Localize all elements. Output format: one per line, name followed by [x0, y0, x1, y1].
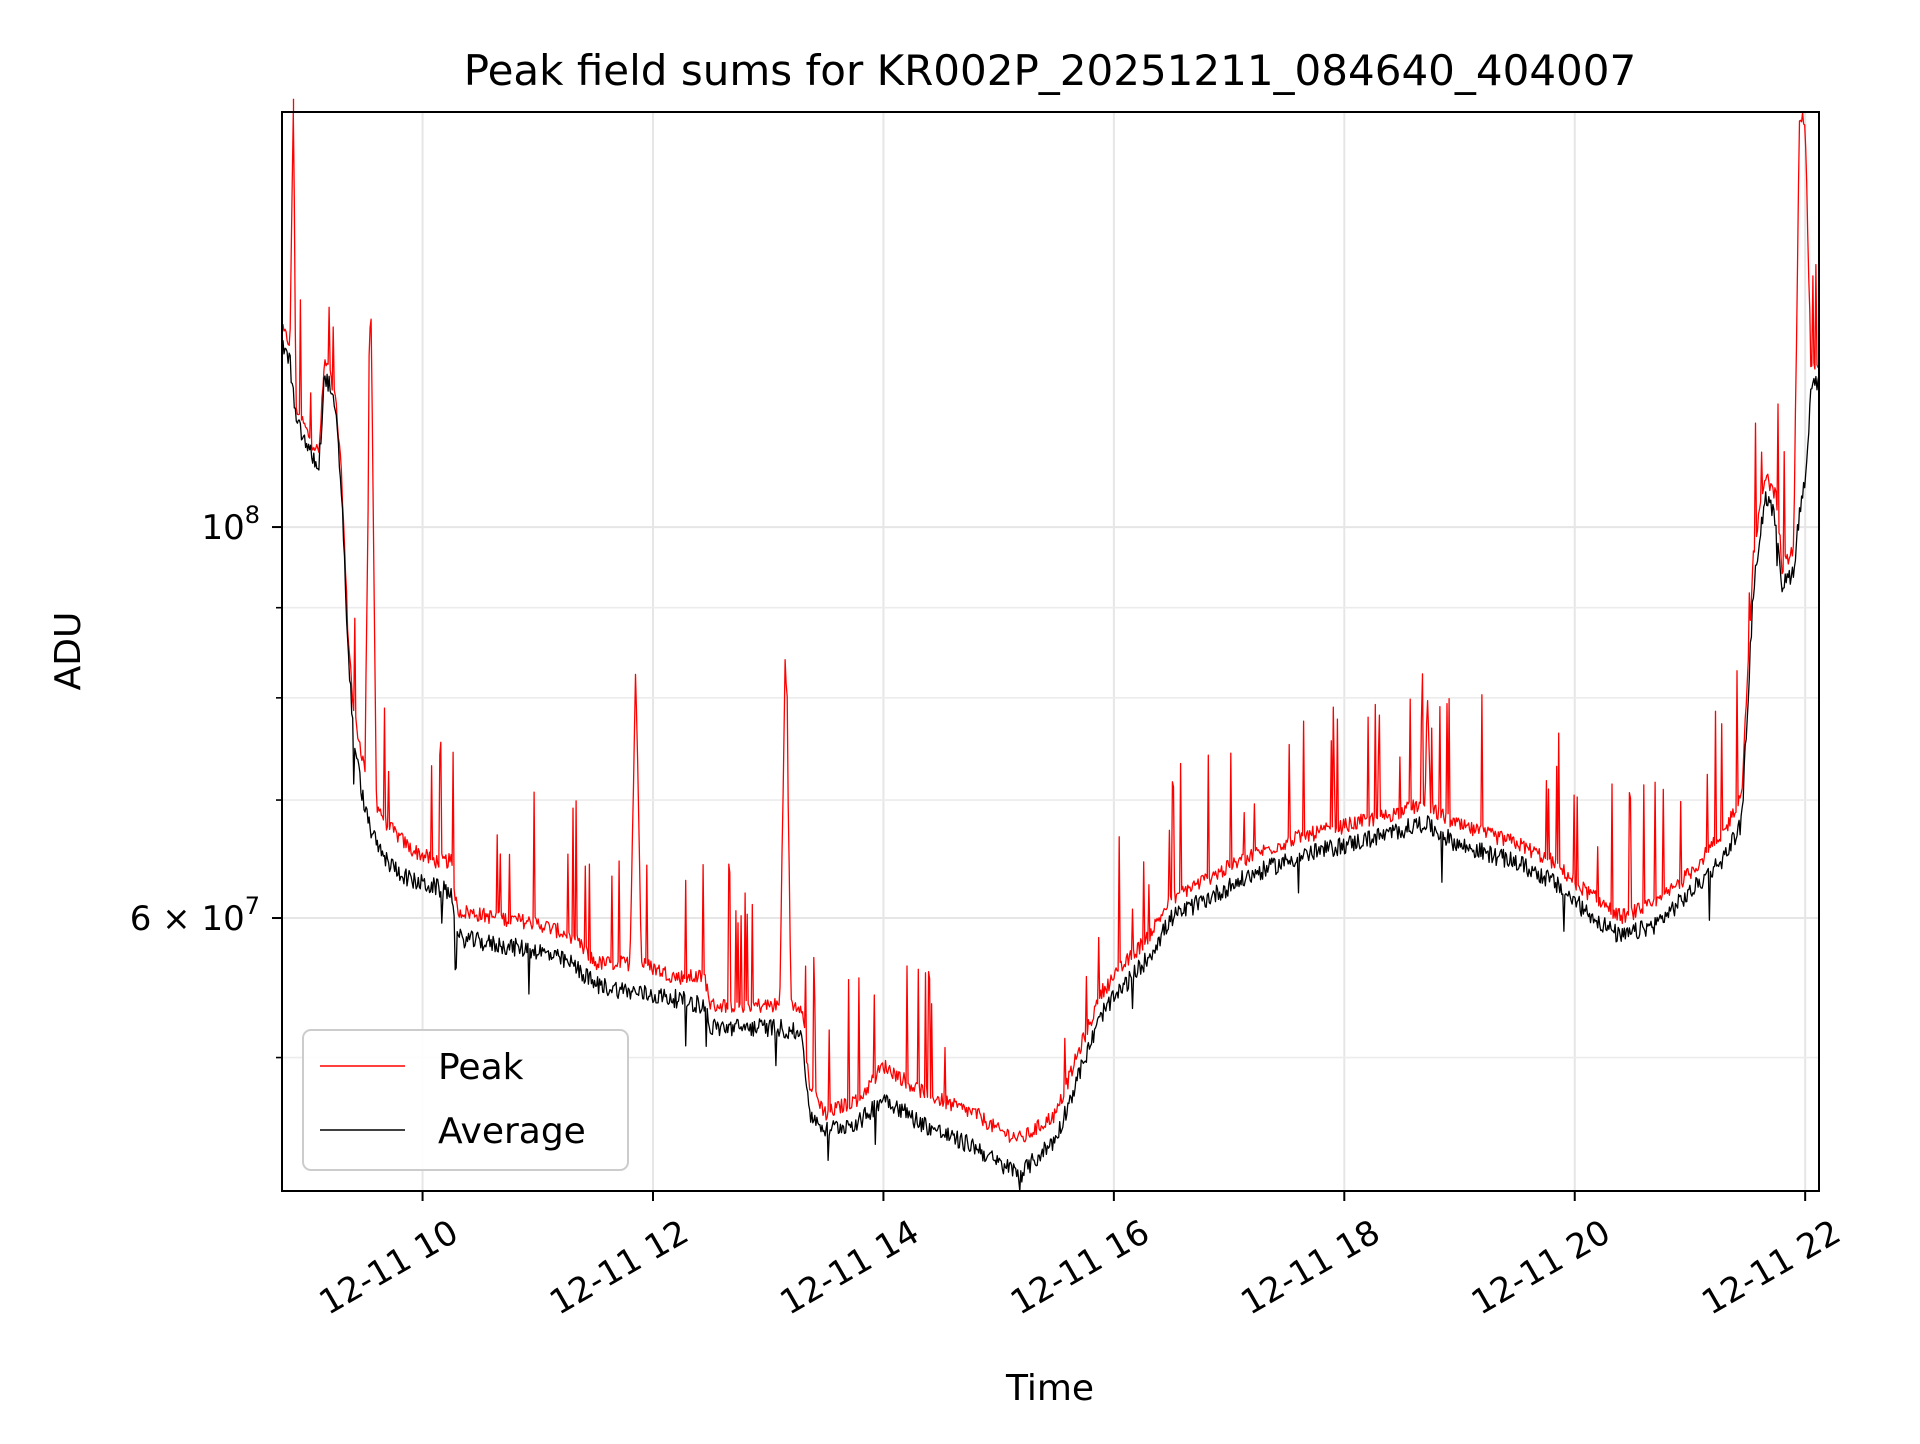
y-axis-label: ADU [48, 612, 89, 691]
y-tick-label-exponent: 7 [245, 892, 260, 920]
legend-label-average: Average [438, 1111, 586, 1152]
x-axis-label: Time [1005, 1368, 1094, 1409]
y-tick-label: 6 × 107 [130, 892, 260, 939]
plot-area-frame [281, 111, 1820, 1192]
legend-label-peak: Peak [438, 1047, 524, 1088]
y-tick-label-base: 10 [201, 508, 244, 548]
legend-box [302, 1029, 629, 1171]
chart-title: Peak field sums for KR002P_20251211_0846… [464, 46, 1636, 95]
gridlines [282, 112, 1819, 1191]
legend: Peak Average [302, 1029, 629, 1171]
y-tick-label-exponent: 8 [245, 501, 260, 529]
y-tick-label-base: 6 × 10 [130, 899, 245, 939]
y-tick-label: 108 [201, 501, 260, 548]
